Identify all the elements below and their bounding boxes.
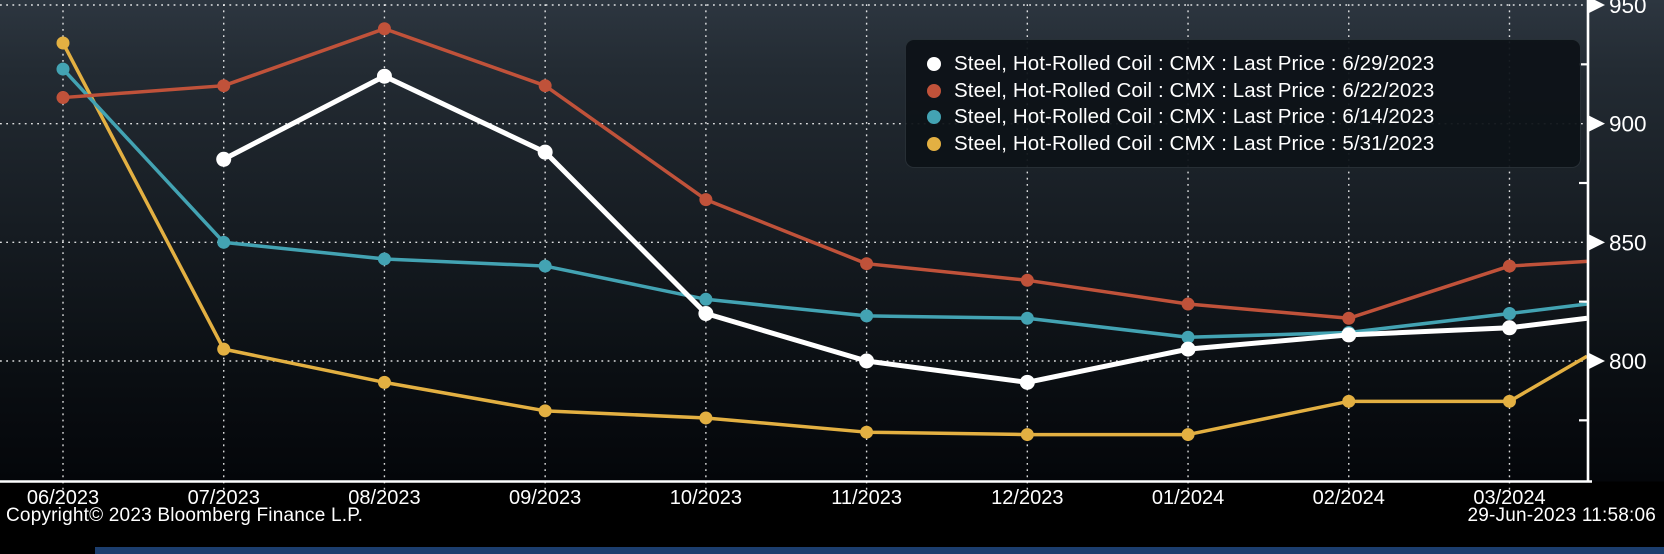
data-point-dot xyxy=(699,292,713,306)
data-point-dot xyxy=(537,144,553,160)
data-point-dot xyxy=(1502,259,1516,273)
data-point-dot xyxy=(1020,273,1034,287)
legend-label: Steel, Hot-Rolled Coil : CMX : Last Pric… xyxy=(954,52,1435,76)
legend-item[interactable]: Steel, Hot-Rolled Coil : CMX : Last Pric… xyxy=(927,104,1580,131)
data-point-dot xyxy=(860,257,874,271)
data-point-dot xyxy=(860,425,874,439)
data-point-dot xyxy=(699,411,713,425)
legend-label: Steel, Hot-Rolled Coil : CMX : Last Pric… xyxy=(954,131,1435,155)
data-point-dot xyxy=(1181,428,1195,442)
data-point-dot xyxy=(1342,311,1356,325)
y-tick-arrow-icon xyxy=(1589,352,1605,369)
x-tick-label: 08/2023 xyxy=(348,487,420,509)
data-point-dot xyxy=(1502,307,1516,321)
data-point-dot xyxy=(56,36,70,50)
legend-label: Steel, Hot-Rolled Coil : CMX : Last Pric… xyxy=(954,105,1435,129)
copyright-text: Copyright© 2023 Bloomberg Finance L.P. xyxy=(6,505,364,526)
data-point-dot xyxy=(1501,320,1517,336)
chart-legend: Steel, Hot-Rolled Coil : CMX : Last Pric… xyxy=(905,39,1581,168)
data-point-dot xyxy=(1502,394,1516,408)
data-point-dot xyxy=(698,306,714,322)
legend-swatch-icon xyxy=(927,57,941,72)
legend-item[interactable]: Steel, Hot-Rolled Coil : CMX : Last Pric… xyxy=(927,131,1580,158)
x-tick-label: 02/2024 xyxy=(1313,487,1385,509)
data-point-dot xyxy=(56,62,70,76)
data-point-dot xyxy=(1181,297,1195,311)
y-tick-arrow-icon xyxy=(1589,115,1605,132)
x-tick-label: 12/2023 xyxy=(991,487,1063,509)
y-tick-label: 800 xyxy=(1609,349,1647,374)
series-line xyxy=(222,73,1588,385)
y-tick-arrow-icon xyxy=(1589,0,1605,13)
x-tick-label: 10/2023 xyxy=(670,487,742,509)
data-point-dot xyxy=(1342,394,1356,408)
x-tick-label: 06/2023 xyxy=(27,487,99,509)
x-tick-label: 11/2023 xyxy=(831,487,902,509)
data-point-dot xyxy=(538,404,552,418)
y-tick-label: 850 xyxy=(1609,230,1647,255)
data-point-dot xyxy=(377,252,391,266)
x-tick-label: 03/2024 xyxy=(1473,487,1545,509)
legend-swatch-icon xyxy=(927,110,941,125)
data-point-dot xyxy=(1180,341,1196,357)
legend-item[interactable]: Steel, Hot-Rolled Coil : CMX : Last Pric… xyxy=(927,78,1580,105)
legend-label: Steel, Hot-Rolled Coil : CMX : Last Pric… xyxy=(954,78,1435,102)
data-point-dot xyxy=(1020,428,1034,442)
data-point-dot xyxy=(538,79,552,93)
data-point-dot xyxy=(377,22,391,36)
x-tick-label: 07/2023 xyxy=(188,487,260,509)
y-tick-arrow-icon xyxy=(1589,234,1605,251)
y-tick-label: 900 xyxy=(1609,112,1647,137)
data-point-dot xyxy=(217,235,231,249)
data-point-dot xyxy=(860,309,874,323)
y-tick-label: 950 xyxy=(1609,0,1647,18)
data-point-dot xyxy=(859,353,875,369)
x-tick-label: 01/2024 xyxy=(1152,487,1224,509)
data-point-dot xyxy=(376,68,392,84)
legend-swatch-icon xyxy=(927,136,941,151)
x-tick-label: 09/2023 xyxy=(509,487,581,509)
data-point-dot xyxy=(538,259,552,273)
data-point-dot xyxy=(217,342,231,356)
bottom-edge-accent-bar xyxy=(95,547,1664,554)
data-point-dot xyxy=(1019,374,1035,390)
data-point-dot xyxy=(377,375,391,389)
data-point-dot xyxy=(217,79,231,93)
data-point-dot xyxy=(216,151,232,167)
legend-swatch-icon xyxy=(927,83,941,98)
data-point-dot xyxy=(699,193,713,207)
legend-item[interactable]: Steel, Hot-Rolled Coil : CMX : Last Pric… xyxy=(927,51,1580,78)
data-point-dot xyxy=(1181,330,1195,344)
data-point-dot xyxy=(56,91,70,105)
data-point-dot xyxy=(1341,327,1357,343)
data-point-dot xyxy=(1020,311,1034,325)
chart-timestamp: 29-Jun-2023 11:58:06 xyxy=(1467,505,1656,526)
